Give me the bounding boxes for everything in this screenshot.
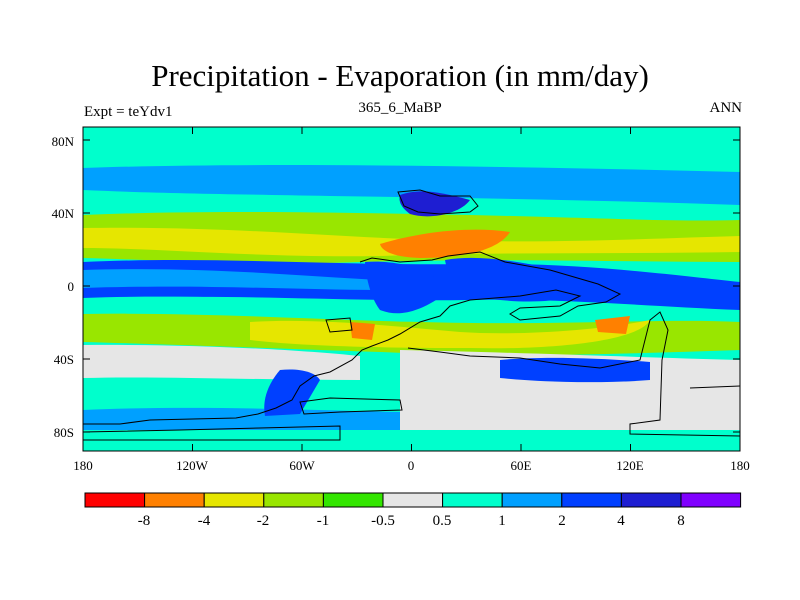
colorbar-box [84, 492, 146, 508]
lon-label-60w: 60W [289, 458, 315, 473]
colorbar-label: -2 [256, 513, 270, 529]
lon-label-120w: 120W [176, 458, 208, 473]
field-sh-grey-east [400, 350, 740, 451]
colorbar-label: -4 [197, 513, 211, 529]
lon-label-180w: 180 [73, 458, 93, 473]
map-subtitle: 365_6_MaBP [358, 100, 442, 116]
colorbar-label: -8 [137, 513, 151, 529]
field-land-wet-3 [399, 191, 470, 217]
continent-outlines [83, 189, 740, 441]
colorbar-box [203, 492, 265, 508]
outline-north-landmass [397, 189, 479, 215]
outline-southern-shelf [299, 397, 403, 415]
colorbar-box [561, 492, 622, 508]
colorbar-label: 4 [617, 513, 625, 529]
colorbar-box [620, 492, 682, 508]
colorbar-label: 0.5 [432, 513, 452, 529]
field-sh-orange-1 [350, 322, 375, 340]
lat-label-80s: 80S [53, 425, 74, 440]
lon-label-180e: 180 [730, 458, 750, 473]
lat-label-40s: 40S [53, 352, 74, 367]
lon-label-0: 0 [407, 458, 415, 473]
field-land-wet-2 [445, 257, 600, 302]
colorbar-box [144, 492, 205, 508]
colorbar-box [680, 492, 742, 508]
colorbar [84, 492, 742, 508]
lat-label-40n: 40N [51, 206, 74, 221]
colorbar-label: 2 [558, 513, 566, 529]
page-title: Precipitation - Evaporation (in mm/day) [151, 58, 649, 93]
colorbar-box [501, 492, 563, 508]
field-land-wet-4 [500, 357, 650, 383]
outline-polar-land [83, 425, 341, 441]
outline-island-1 [325, 317, 353, 333]
lat-label-eq: 0 [67, 279, 75, 294]
colorbar-label: 8 [677, 513, 685, 529]
colorbar-label: -0.5 [371, 513, 395, 529]
field-nh-orange-core [380, 229, 510, 258]
colorbar-box [382, 492, 444, 508]
field-land-wet-1 [365, 261, 436, 314]
colorbar-box [263, 492, 324, 508]
colorbar-box [442, 492, 503, 508]
map-field [83, 127, 740, 451]
outline-main-landmass [83, 251, 622, 425]
axis-ticks [82, 127, 741, 451]
outline-eastern-landmass [407, 311, 740, 437]
colorbar-box [322, 492, 384, 508]
field-sh-yellow-band [250, 320, 650, 349]
lon-label-120e: 120E [616, 458, 644, 473]
experiment-label: Expt = teYdv1 [84, 104, 173, 120]
field-polar-south [83, 430, 740, 451]
field-sh-midlat [83, 379, 400, 412]
field-itcz-inner [83, 269, 380, 290]
colorbar-label: 1 [498, 513, 506, 529]
field-sh-orange-2 [595, 316, 630, 334]
colorbar-label: -1 [316, 513, 330, 529]
season-label: ANN [709, 100, 743, 116]
field-sh-storm-band [83, 407, 400, 432]
field-equator-transition [83, 296, 380, 316]
outline-eastern-coast [689, 385, 740, 389]
field-nh-storm-band [83, 165, 740, 205]
lat-label-80n: 80N [51, 134, 74, 149]
lon-label-60e: 60E [510, 458, 532, 473]
